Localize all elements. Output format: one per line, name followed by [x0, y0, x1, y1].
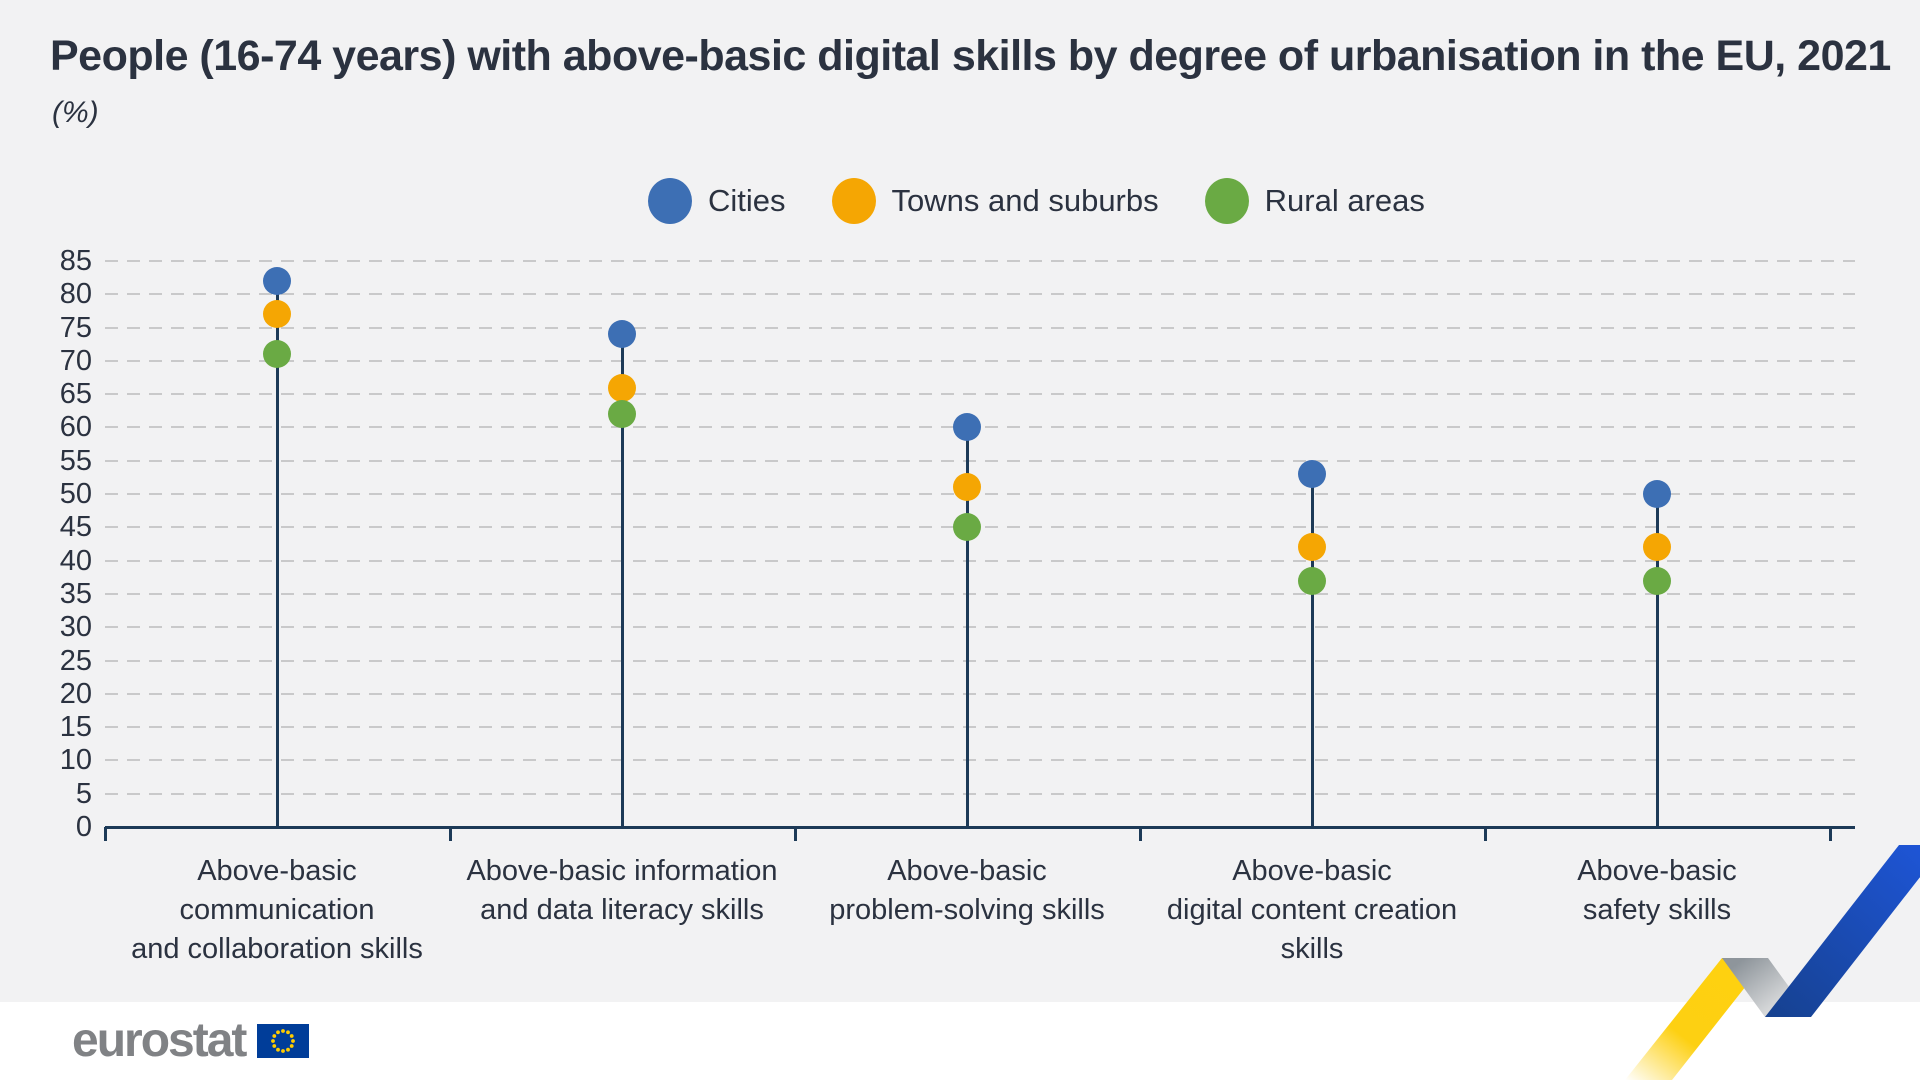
y-axis-label-70: 70 — [59, 344, 92, 377]
x-axis-tick-5 — [1829, 827, 1832, 841]
x-axis-tick-0 — [104, 827, 107, 841]
dot-rural-areas-above-basic-information-and-data-literacy-skills — [608, 400, 636, 429]
towns-and-suburbs-marker-icon — [831, 178, 876, 224]
x-axis-tick-1 — [449, 827, 452, 841]
category-label-above-basic-safety-skills: Above-basic safety skills — [1577, 855, 1737, 926]
gridline-65 — [105, 393, 1855, 396]
rural-areas-marker-icon — [1204, 178, 1249, 224]
dot-cities-above-basic-communication-and-collaboration-skills — [263, 266, 291, 295]
dot-towns-and-suburbs-above-basic-safety-skills — [1643, 533, 1671, 562]
y-axis-label-85: 85 — [59, 245, 92, 277]
gridline-70 — [105, 359, 1855, 362]
dot-towns-and-suburbs-above-basic-communication-and-collaboration-skills — [263, 300, 291, 329]
dot-cities-above-basic-digital-content-creation-skills — [1298, 460, 1326, 489]
gridline-35 — [105, 592, 1855, 595]
ribbon-yellow-band — [1625, 958, 1768, 1080]
x-axis-line — [105, 826, 1855, 829]
dot-cities-above-basic-safety-skills — [1643, 480, 1671, 509]
gridline-30 — [105, 626, 1855, 629]
legend-item-rural-areas: Rural areas — [1204, 178, 1425, 224]
category-label-above-basic-digital-content-creation-skills: Above-basic digital content creation ski… — [1166, 855, 1458, 965]
y-axis-label-35: 35 — [59, 577, 92, 610]
dot-rural-areas-above-basic-safety-skills — [1643, 566, 1671, 595]
dot-towns-and-suburbs-above-basic-digital-content-creation-skills — [1298, 533, 1326, 562]
stem-above-basic-information-and-data-literacy-skills — [620, 334, 624, 827]
dot-cities-above-basic-problem-solving-skills — [953, 413, 981, 442]
legend-label-cities: Cities — [708, 183, 786, 218]
y-axis-label-80: 80 — [59, 278, 92, 311]
stem-above-basic-problem-solving-skills — [965, 427, 969, 827]
y-axis-label-15: 15 — [59, 711, 92, 744]
legend-item-cities: Cities — [648, 178, 786, 224]
gridline-25 — [105, 659, 1855, 662]
y-axis-label-45: 45 — [59, 511, 92, 544]
legend-label-towns-and-suburbs: Towns and suburbs — [891, 183, 1159, 218]
y-axis-label-50: 50 — [59, 478, 92, 511]
dot-rural-areas-above-basic-problem-solving-skills — [953, 513, 981, 542]
chart-panel — [0, 0, 1920, 1002]
chart-title: People (16-74 years) with above-basic di… — [50, 32, 1891, 80]
stem-above-basic-digital-content-creation-skills — [1310, 474, 1314, 827]
dot-towns-and-suburbs-above-basic-information-and-data-literacy-skills — [608, 373, 636, 402]
gridline-5 — [105, 792, 1855, 795]
x-axis-tick-4 — [1484, 827, 1487, 841]
x-axis-tick-2 — [794, 827, 797, 841]
y-axis-label-65: 65 — [59, 378, 92, 411]
plot-area: 0 5 10 15 20 25 30 35 40 45 50 55 60 65 70 75 80 85 Above-… — [59, 245, 1855, 965]
gridline-50 — [105, 493, 1855, 496]
y-axis-label-0: 0 — [75, 811, 92, 843]
legend-label-rural-areas: Rural areas — [1264, 183, 1425, 218]
eurostat-logo-text: eurostat — [72, 1014, 247, 1067]
dot-rural-areas-above-basic-communication-and-collaboration-skills — [263, 340, 291, 369]
dot-rural-areas-above-basic-digital-content-creation-skills — [1298, 566, 1326, 595]
category-label-above-basic-communication-and-collaboration-skills: Above-basic communication and collaborat… — [131, 855, 423, 965]
x-axis-tick-3 — [1139, 827, 1142, 841]
gridline-80 — [105, 293, 1855, 296]
category-label-above-basic-information-and-data-literacy-skills: Above-basic information and data literac… — [466, 855, 778, 926]
y-axis-label-60: 60 — [59, 411, 92, 444]
eurostat-logo: eurostat — [72, 1014, 310, 1067]
y-axis-label-40: 40 — [59, 544, 92, 577]
gridline-40 — [105, 559, 1855, 562]
legend-item-towns-and-suburbs: Towns and suburbs — [831, 178, 1159, 224]
gridline-20 — [105, 692, 1855, 695]
dot-towns-and-suburbs-above-basic-problem-solving-skills — [953, 473, 981, 502]
stem-above-basic-communication-and-collaboration-skills — [275, 280, 279, 827]
gridline-15 — [105, 726, 1855, 729]
y-axis-label-30: 30 — [59, 611, 92, 644]
dot-cities-above-basic-information-and-data-literacy-skills — [608, 320, 636, 349]
y-axis-label-25: 25 — [59, 644, 92, 677]
cities-marker-icon — [648, 178, 692, 224]
chart-subtitle: (%) — [52, 96, 99, 129]
ribbon-decoration — [1625, 845, 1920, 1080]
gridline-10 — [105, 759, 1855, 762]
ribbon-blue-band — [1765, 845, 1920, 1017]
eu-flag-icon — [257, 1024, 310, 1058]
gridline-75 — [105, 326, 1855, 329]
footer: eurostat — [0, 1002, 1920, 1080]
y-axis-label-75: 75 — [59, 311, 92, 344]
legend: Cities Towns and suburbs Rural areas — [648, 178, 1425, 224]
y-axis-label-10: 10 — [59, 744, 92, 777]
y-axis-label-5: 5 — [75, 777, 92, 810]
gridline-85 — [105, 260, 1855, 262]
gridline-55 — [105, 459, 1855, 462]
y-axis-label-20: 20 — [59, 677, 92, 710]
y-axis-label-55: 55 — [59, 444, 92, 477]
category-label-above-basic-problem-solving-skills: Above-basic problem-solving skills — [829, 855, 1105, 926]
stem-above-basic-safety-skills — [1655, 494, 1659, 827]
